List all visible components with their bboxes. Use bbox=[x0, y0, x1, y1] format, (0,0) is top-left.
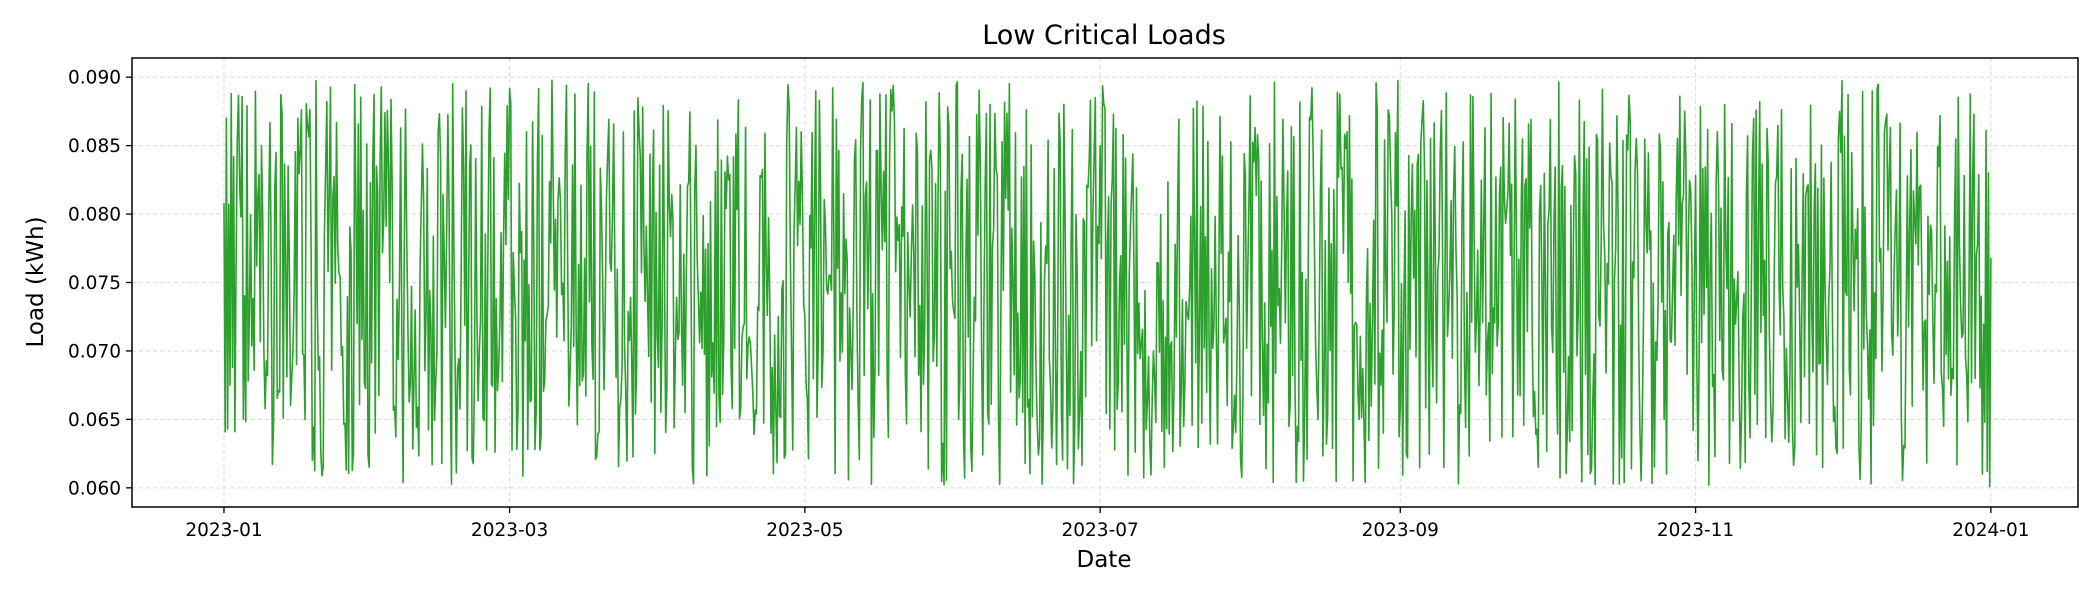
y-tick-label: 0.080 bbox=[68, 205, 121, 226]
x-tick-label: 2023-05 bbox=[766, 520, 843, 541]
series-line bbox=[223, 79, 1992, 488]
series-layer bbox=[223, 79, 1992, 488]
x-axis: 2023-01 2023-03 2023-05 2023-07 2023-09 2023-… bbox=[185, 507, 2030, 541]
x-tick-label: 2023-07 bbox=[1062, 520, 1139, 541]
y-tick-label: 0.090 bbox=[68, 68, 121, 89]
x-tick-label: 2023-11 bbox=[1657, 520, 1734, 541]
y-tick-label: 0.070 bbox=[68, 341, 121, 362]
y-tick-label: 0.065 bbox=[68, 410, 121, 431]
y-tick-label: 0.085 bbox=[68, 136, 121, 157]
x-tick-label: 2023-09 bbox=[1362, 520, 1439, 541]
x-tick-label: 2023-01 bbox=[185, 520, 262, 541]
y-axis-title: Load (kWh) bbox=[23, 216, 49, 347]
x-axis-title: Date bbox=[1077, 547, 1132, 573]
x-tick-label: 2024-01 bbox=[1952, 520, 2029, 541]
x-tick-label: 2023-03 bbox=[471, 520, 548, 541]
y-axis: 0.060 0.065 0.070 0.075 0.080 0.085 0.090 bbox=[68, 68, 132, 499]
y-tick-label: 0.060 bbox=[68, 478, 121, 499]
chart-title: Low Critical Loads bbox=[982, 20, 1226, 51]
y-tick-label: 0.075 bbox=[68, 273, 121, 294]
